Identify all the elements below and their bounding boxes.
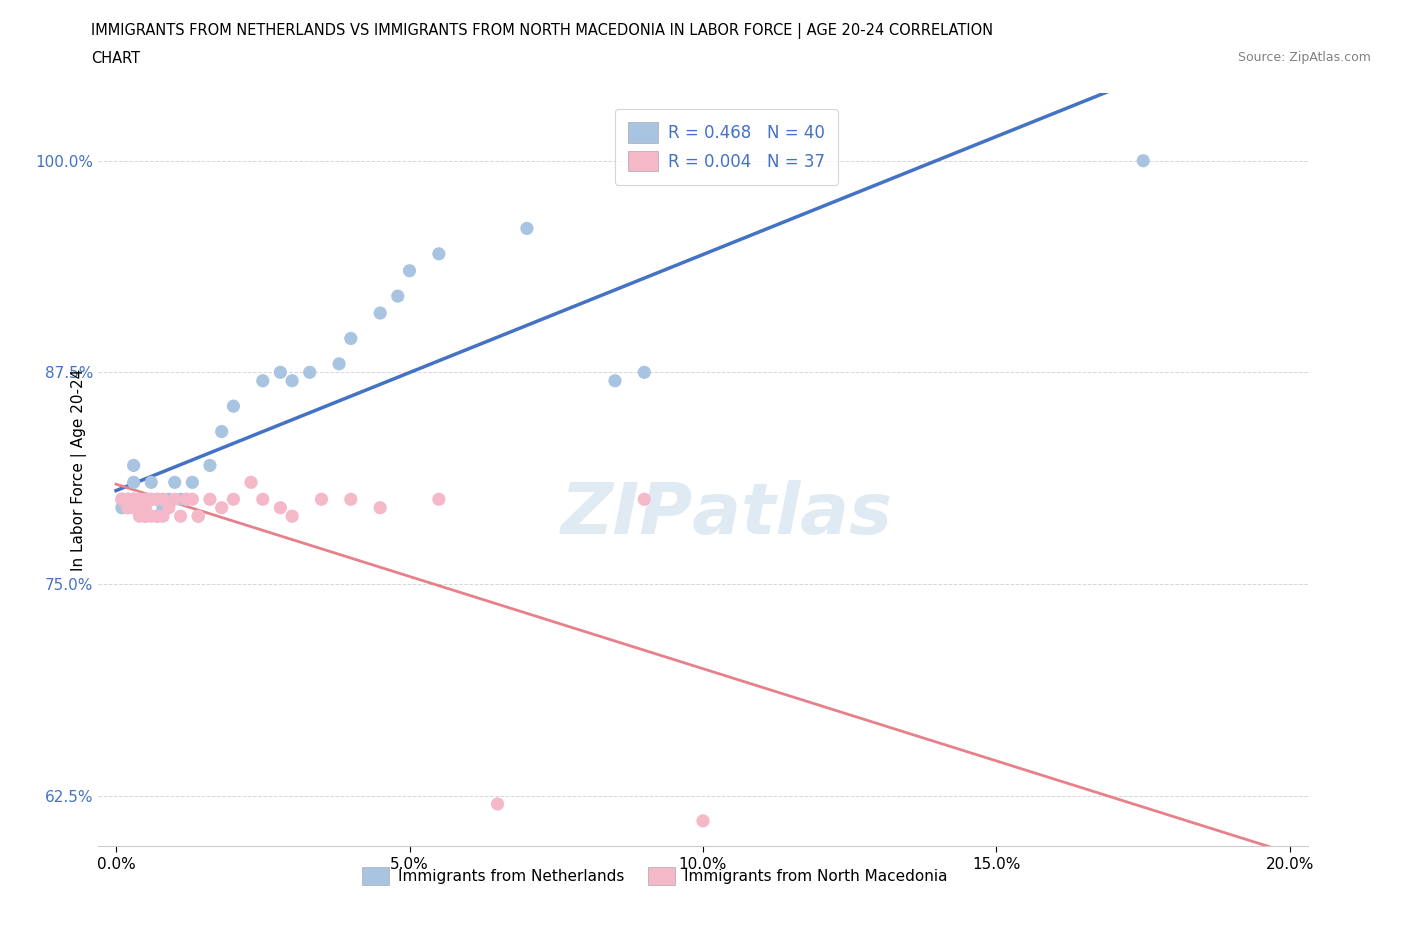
- Point: [169, 509, 191, 524]
- Point: [157, 500, 180, 515]
- Point: [122, 492, 145, 507]
- Point: [633, 492, 655, 507]
- Point: [368, 306, 391, 321]
- Point: [340, 331, 363, 346]
- Point: [122, 492, 145, 507]
- Point: [163, 475, 186, 490]
- Point: [252, 492, 274, 507]
- Point: [134, 509, 156, 524]
- Point: [198, 458, 221, 472]
- Point: [128, 509, 150, 524]
- Point: [146, 509, 169, 524]
- Point: [633, 365, 655, 379]
- Point: [269, 500, 291, 515]
- Point: [240, 475, 263, 490]
- Point: [111, 500, 134, 515]
- Text: IMMIGRANTS FROM NETHERLANDS VS IMMIGRANTS FROM NORTH MACEDONIA IN LABOR FORCE | : IMMIGRANTS FROM NETHERLANDS VS IMMIGRANT…: [91, 23, 994, 39]
- Y-axis label: In Labor Force | Age 20-24: In Labor Force | Age 20-24: [72, 368, 87, 571]
- Text: ZIP​atlas: ZIP​atlas: [561, 481, 893, 550]
- Point: [187, 509, 209, 524]
- Point: [692, 814, 714, 829]
- Point: [298, 365, 321, 379]
- Point: [128, 492, 150, 507]
- Point: [269, 365, 291, 379]
- Point: [187, 509, 209, 524]
- Point: [134, 500, 156, 515]
- Point: [141, 509, 163, 524]
- Point: [157, 492, 180, 507]
- Point: [169, 492, 191, 507]
- Point: [117, 500, 139, 515]
- Point: [281, 373, 304, 388]
- Point: [117, 492, 139, 507]
- Point: [128, 492, 150, 507]
- Point: [181, 492, 204, 507]
- Point: [111, 492, 134, 507]
- Point: [141, 492, 163, 507]
- Point: [387, 288, 409, 303]
- Point: [368, 500, 391, 515]
- Point: [516, 221, 538, 236]
- Point: [398, 263, 420, 278]
- Text: CHART: CHART: [91, 51, 141, 66]
- Point: [222, 399, 245, 414]
- Point: [252, 373, 274, 388]
- Point: [211, 500, 233, 515]
- Point: [111, 492, 134, 507]
- Point: [122, 458, 145, 472]
- Point: [128, 500, 150, 515]
- Point: [134, 492, 156, 507]
- Point: [122, 475, 145, 490]
- Point: [117, 500, 139, 515]
- Point: [181, 475, 204, 490]
- Point: [603, 373, 626, 388]
- Point: [222, 492, 245, 507]
- Point: [122, 492, 145, 507]
- Point: [152, 500, 174, 515]
- Point: [176, 492, 198, 507]
- Point: [211, 424, 233, 439]
- Legend: Immigrants from Netherlands, Immigrants from North Macedonia: Immigrants from Netherlands, Immigrants …: [354, 859, 955, 893]
- Point: [134, 509, 156, 524]
- Point: [141, 475, 163, 490]
- Point: [141, 492, 163, 507]
- Point: [281, 509, 304, 524]
- Point: [152, 492, 174, 507]
- Point: [146, 492, 169, 507]
- Point: [134, 492, 156, 507]
- Point: [122, 500, 145, 515]
- Point: [340, 492, 363, 507]
- Point: [176, 492, 198, 507]
- Point: [146, 509, 169, 524]
- Point: [152, 509, 174, 524]
- Point: [311, 492, 333, 507]
- Point: [198, 492, 221, 507]
- Point: [486, 796, 509, 811]
- Point: [427, 492, 450, 507]
- Point: [328, 356, 350, 371]
- Point: [427, 246, 450, 261]
- Point: [146, 492, 169, 507]
- Point: [117, 492, 139, 507]
- Point: [163, 492, 186, 507]
- Point: [117, 492, 139, 507]
- Text: Source: ZipAtlas.com: Source: ZipAtlas.com: [1237, 51, 1371, 64]
- Point: [1132, 153, 1154, 168]
